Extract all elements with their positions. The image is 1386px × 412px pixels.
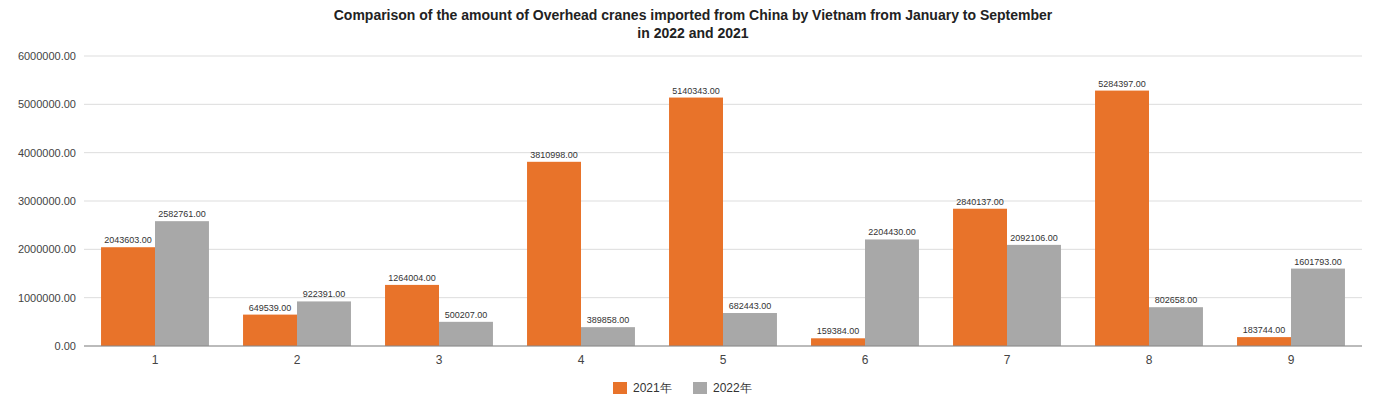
grid-line <box>84 56 1362 57</box>
bar <box>155 221 209 346</box>
bar <box>953 209 1007 346</box>
data-label: 5284397.00 <box>1098 79 1146 89</box>
x-tick-label: 8 <box>1146 353 1153 367</box>
bar <box>527 162 581 346</box>
legend: 2021年 2022年 <box>613 381 752 395</box>
legend-swatch <box>613 382 627 394</box>
x-tick-label: 9 <box>1288 353 1295 367</box>
legend-swatch <box>693 382 707 394</box>
bar <box>101 247 155 346</box>
bars <box>101 91 1345 346</box>
bar <box>1149 307 1203 346</box>
data-label: 2582761.00 <box>158 209 206 219</box>
data-label: 500207.00 <box>445 310 488 320</box>
chart: Comparison of the amount of Overhead cra… <box>0 0 1386 412</box>
x-tick-label: 2 <box>294 353 301 367</box>
grid <box>84 56 1362 346</box>
y-tick-label: 2000000.00 <box>18 243 76 255</box>
y-tick-label: 5000000.00 <box>18 98 76 110</box>
x-tick-label: 5 <box>720 353 727 367</box>
data-label: 183744.00 <box>1243 325 1286 335</box>
x-axis-line <box>84 346 1362 347</box>
y-tick-label: 1000000.00 <box>18 292 76 304</box>
data-label: 802658.00 <box>1155 295 1198 305</box>
x-tick-label: 3 <box>436 353 443 367</box>
data-label: 2043603.00 <box>104 235 152 245</box>
title-line: Comparison of the amount of Overhead cra… <box>334 7 1053 23</box>
bar <box>1007 245 1061 346</box>
x-tick-label: 7 <box>1004 353 1011 367</box>
data-label: 389858.00 <box>587 315 630 325</box>
bar <box>385 285 439 346</box>
data-label: 2840137.00 <box>956 197 1004 207</box>
bar <box>581 327 635 346</box>
title: Comparison of the amount of Overhead cra… <box>334 7 1053 41</box>
y-tick-label: 3000000.00 <box>18 195 76 207</box>
x-tick-label: 1 <box>152 353 159 367</box>
bar <box>723 313 777 346</box>
title-line: in 2022 and 2021 <box>637 25 749 41</box>
bar <box>1237 337 1291 346</box>
bar <box>669 98 723 346</box>
bar <box>1095 91 1149 346</box>
legend-label: 2022年 <box>713 381 752 395</box>
data-labels: 2043603.00 649539.00 1264004.00 3810998.00 5… <box>104 79 1342 337</box>
bar <box>865 239 919 346</box>
bar <box>1291 269 1345 346</box>
x-tick-label: 6 <box>862 353 869 367</box>
data-label: 1264004.00 <box>388 273 436 283</box>
bar <box>439 322 493 346</box>
grid-line <box>84 346 1362 347</box>
data-label: 1601793.00 <box>1294 257 1342 267</box>
bar <box>243 315 297 346</box>
y-tick-label: 6000000.00 <box>18 50 76 62</box>
data-label: 682443.00 <box>729 301 772 311</box>
legend-label: 2021年 <box>633 381 672 395</box>
bar <box>297 301 351 346</box>
data-label: 2092106.00 <box>1010 233 1058 243</box>
bar <box>811 338 865 346</box>
data-label: 5140343.00 <box>672 86 720 96</box>
x-tick-label: 4 <box>578 353 585 367</box>
y-tick-label: 4000000.00 <box>18 147 76 159</box>
data-label: 159384.00 <box>817 326 860 336</box>
data-label: 2204430.00 <box>868 227 916 237</box>
data-label: 3810998.00 <box>530 150 578 160</box>
data-label: 649539.00 <box>249 303 292 313</box>
y-tick-label: 0.00 <box>55 340 76 352</box>
data-label: 922391.00 <box>303 289 346 299</box>
